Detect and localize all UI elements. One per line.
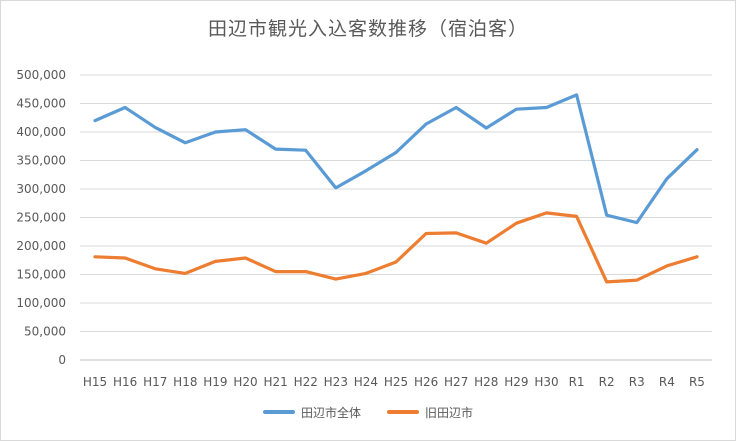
data-point-series-2 — [244, 256, 247, 260]
y-tick-label: 150,000 — [16, 268, 66, 282]
data-point-series-1 — [93, 119, 97, 122]
data-point-series-1 — [334, 186, 338, 190]
data-point-series-1 — [394, 151, 398, 154]
series-line-2 — [93, 211, 699, 284]
data-point-series-2 — [154, 267, 157, 270]
y-tick-label: 200,000 — [16, 239, 66, 253]
data-point-series-1 — [515, 108, 518, 111]
x-tick-label: R5 — [689, 375, 705, 389]
x-tick-label: R2 — [599, 375, 615, 389]
x-tick-label: H18 — [173, 375, 197, 389]
data-point-series-2 — [304, 270, 307, 273]
x-tick-label: H23 — [324, 375, 348, 389]
x-tick-label: H15 — [83, 375, 107, 389]
y-tick-label: 100,000 — [16, 296, 66, 310]
data-point-series-1 — [244, 128, 247, 131]
x-tick-label: R1 — [569, 375, 585, 389]
data-point-series-1 — [123, 106, 127, 109]
legend-swatch-series-2 — [387, 410, 419, 414]
y-tick-label: 0 — [58, 353, 66, 367]
data-point-series-1 — [605, 214, 608, 217]
x-tick-label: R4 — [659, 375, 675, 389]
data-point-series-1 — [485, 126, 488, 130]
data-point-series-1 — [575, 93, 578, 97]
data-point-series-2 — [334, 277, 338, 281]
data-point-series-2 — [184, 272, 187, 275]
legend-item-series-2: 旧田辺市 — [387, 404, 473, 421]
legend-item-series-1: 田辺市全体 — [262, 404, 361, 421]
data-point-series-2 — [605, 280, 608, 284]
x-tick-label: H28 — [474, 375, 498, 389]
data-point-series-1 — [184, 141, 187, 145]
data-point-series-1 — [274, 147, 277, 151]
legend-swatch-series-1 — [262, 410, 295, 414]
data-point-series-2 — [545, 211, 548, 215]
data-point-series-1 — [424, 122, 428, 126]
y-tick-label: 250,000 — [16, 211, 66, 225]
x-tick-label: H22 — [294, 375, 318, 389]
data-point-series-2 — [364, 272, 368, 275]
x-tick-label: H19 — [203, 375, 227, 389]
y-tick-label: 50,000 — [24, 325, 66, 339]
x-tick-label: H25 — [384, 375, 408, 389]
x-tick-label: H24 — [354, 375, 378, 389]
x-tick-label: H30 — [534, 375, 558, 389]
data-point-series-2 — [394, 260, 398, 264]
data-point-series-1 — [364, 169, 368, 172]
x-tick-label: H21 — [263, 375, 287, 389]
data-point-series-1 — [154, 126, 157, 129]
data-point-series-1 — [665, 177, 669, 180]
x-tick-label: R3 — [629, 375, 645, 389]
data-point-series-1 — [695, 148, 699, 151]
data-point-series-1 — [545, 106, 548, 109]
chart-legend: 田辺市全体 旧田辺市 — [0, 402, 736, 422]
x-tick-label: H17 — [143, 375, 167, 389]
y-tick-label: 300,000 — [16, 182, 66, 196]
data-point-series-2 — [635, 279, 638, 282]
chart-title: 田辺市観光入込客数推移（宿泊客） — [207, 18, 528, 40]
data-point-series-2 — [274, 270, 277, 273]
legend-label-series-2: 旧田辺市 — [425, 405, 474, 420]
legend-label-series-1: 田辺市全体 — [300, 405, 361, 420]
data-point-series-1 — [214, 130, 217, 134]
x-tick-label: H26 — [414, 375, 438, 389]
y-tick-label: 500,000 — [16, 68, 66, 82]
y-tick-label: 400,000 — [16, 125, 66, 139]
data-point-series-2 — [575, 215, 578, 218]
x-tick-label: H16 — [113, 375, 137, 389]
x-tick-label: H27 — [444, 375, 468, 389]
data-point-series-2 — [123, 256, 127, 260]
x-tick-label: H20 — [233, 375, 257, 389]
data-point-series-2 — [695, 255, 699, 259]
data-point-series-2 — [93, 255, 97, 259]
series-line-1 — [93, 93, 699, 225]
y-tick-label: 450,000 — [16, 97, 66, 111]
data-point-series-1 — [635, 221, 638, 224]
y-tick-label: 350,000 — [16, 154, 66, 168]
data-point-series-2 — [214, 260, 217, 263]
data-point-series-2 — [424, 232, 428, 235]
data-point-series-1 — [304, 149, 307, 152]
data-point-series-2 — [454, 231, 458, 235]
data-point-series-2 — [515, 222, 518, 225]
x-tick-label: H29 — [504, 375, 528, 389]
data-point-series-2 — [665, 264, 669, 268]
data-point-series-2 — [485, 241, 488, 245]
data-point-series-1 — [454, 106, 458, 109]
